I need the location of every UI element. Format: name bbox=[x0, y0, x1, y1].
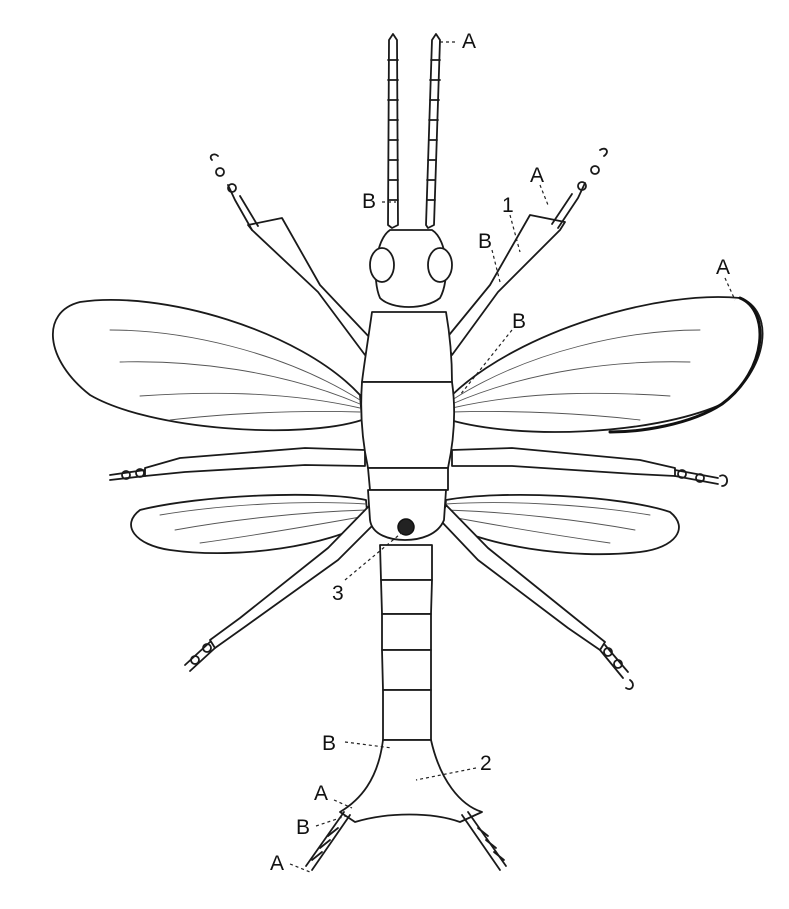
label-leg-joint: B bbox=[478, 230, 492, 253]
label-cercus-a: A bbox=[314, 782, 328, 805]
label-antenna-base: B bbox=[362, 190, 376, 213]
label-wing-tip: A bbox=[716, 256, 730, 279]
label-wing-base: B bbox=[512, 310, 526, 333]
label-cercus-tip-a: A bbox=[270, 852, 284, 875]
labels: A B A 1 B A B 3 B 2 A B A bbox=[270, 30, 730, 875]
label-part-2: 2 bbox=[480, 752, 492, 775]
label-part-1: 1 bbox=[502, 194, 514, 217]
label-antenna-tip: A bbox=[462, 30, 476, 53]
body bbox=[305, 229, 507, 871]
leader-lines bbox=[289, 41, 736, 873]
hind-wings bbox=[130, 493, 680, 556]
label-leg-tip: A bbox=[530, 164, 544, 187]
spiracle-spot bbox=[397, 518, 415, 536]
label-part-3: 3 bbox=[332, 582, 344, 605]
legs bbox=[109, 147, 728, 690]
label-cercus-b: B bbox=[296, 816, 310, 839]
antennae bbox=[387, 33, 441, 229]
label-abdomen-b: B bbox=[322, 732, 336, 755]
fore-wings bbox=[51, 296, 764, 434]
